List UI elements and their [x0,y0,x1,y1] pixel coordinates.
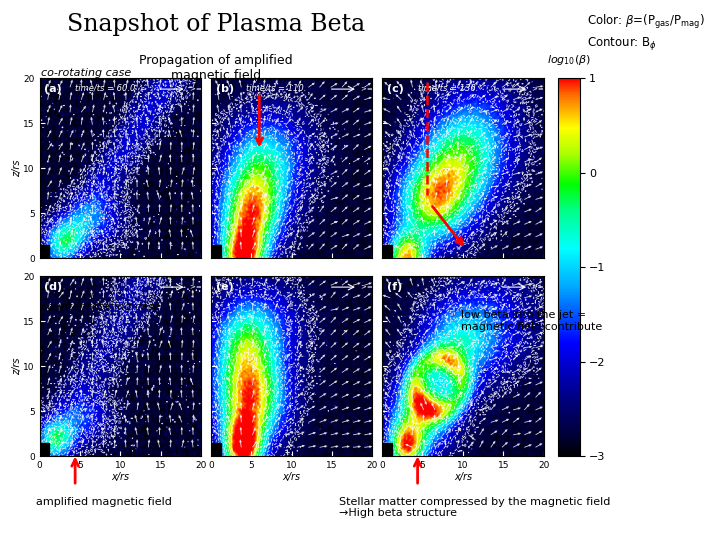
Text: time/ts = 60.0: time/ts = 60.0 [75,84,135,93]
Text: >= 1.0: >= 1.0 [532,86,557,92]
Bar [40,245,49,258]
Text: (c): (c) [387,84,404,94]
Text: (a): (a) [45,84,62,94]
X-axis label: x/rs: x/rs [282,471,301,482]
Text: Propagation of amplified
magnetic field: Propagation of amplified magnetic field [139,54,293,82]
Text: Stellar matter compressed by the magnetic field
→High beta structure: Stellar matter compressed by the magneti… [339,497,611,518]
Bar [211,245,220,258]
Text: (b): (b) [216,84,234,94]
Text: (d): (d) [45,282,63,292]
Text: >= 1.0: >= 1.0 [361,86,387,92]
Text: >= 1.0: >= 1.0 [532,284,557,290]
Text: time/ts = 136.: time/ts = 136. [418,84,478,93]
Text: co-rotating case: co-rotating case [41,68,131,78]
Text: >= 1.0: >= 1.0 [190,284,215,290]
X-axis label: x/rs: x/rs [454,471,472,482]
Bar [382,245,392,258]
Bar [382,443,392,456]
Text: >= 1.0: >= 1.0 [190,86,215,92]
Text: Snapshot of Plasma Beta: Snapshot of Plasma Beta [67,14,365,37]
Text: (e): (e) [216,282,233,292]
Bar [211,443,220,456]
Text: low beta into the jet =
magnetic field contribute: low beta into the jet = magnetic field c… [461,310,602,332]
X-axis label: x/rs: x/rs [112,471,130,482]
Text: Contour: B$_\phi$: Contour: B$_\phi$ [587,35,657,52]
Text: >= 1.0: >= 1.0 [361,284,387,290]
Text: Color: $\beta$=(P$_{\rm gas}$/P$_{\rm mag}$): Color: $\beta$=(P$_{\rm gas}$/P$_{\rm ma… [587,14,705,31]
Text: amplified magnetic field: amplified magnetic field [36,497,172,507]
Text: (f): (f) [387,282,402,292]
Y-axis label: z/rs: z/rs [12,357,22,375]
Text: counter-rotating case: counter-rotating case [41,302,161,313]
Bar [40,443,49,456]
Y-axis label: z/rs: z/rs [12,159,22,177]
Text: time/ts = 110.: time/ts = 110. [246,84,307,93]
Text: $log_{10}(\beta)$: $log_{10}(\beta)$ [546,53,591,67]
